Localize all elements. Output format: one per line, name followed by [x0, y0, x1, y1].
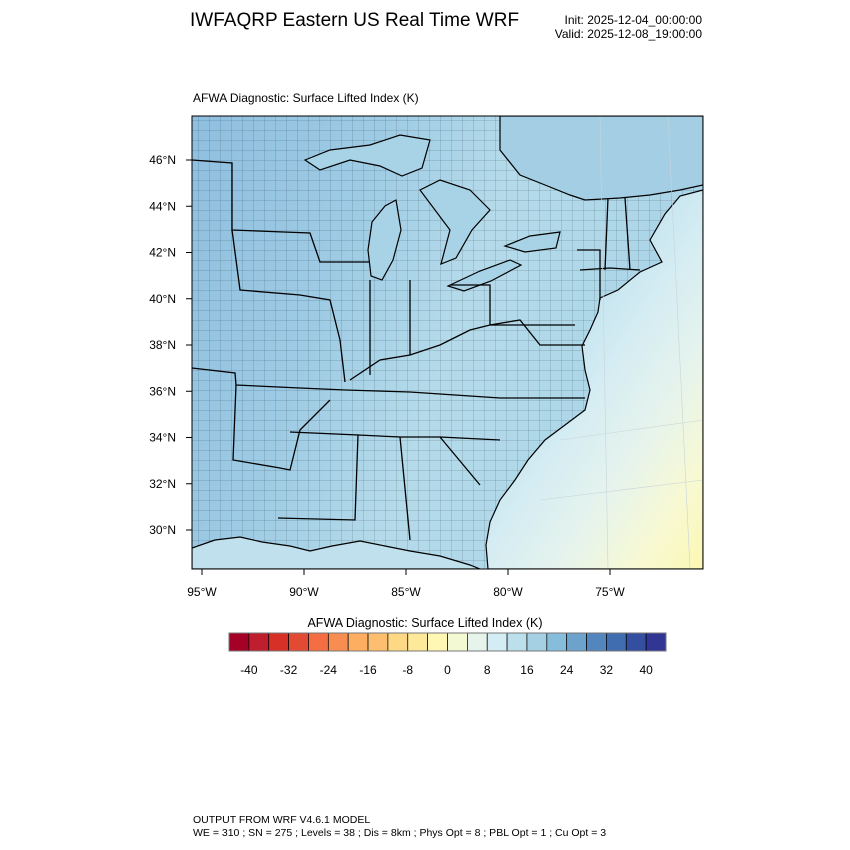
colorbar-swatch	[288, 632, 309, 652]
lon-tick-label: 85°W	[391, 585, 421, 599]
colorbar-swatch	[606, 632, 627, 652]
lake-ontario	[503, 231, 561, 253]
lat-tick-label: 34°N	[149, 431, 176, 445]
lat-tick-label: 46°N	[149, 153, 176, 167]
colorbar-tick-label: -16	[359, 663, 377, 677]
footer-model-line: OUTPUT FROM WRF V4.6.1 MODEL	[193, 814, 371, 826]
colorbar-swatch	[308, 632, 329, 652]
lat-tick-label: 32°N	[149, 477, 176, 491]
lake-erie	[446, 259, 523, 292]
latitude-axis: 46°N 44°N 42°N 40°N 38°N 36°N 34°N 32°N 30°N	[149, 153, 192, 537]
colorbar-tick-label: 16	[520, 663, 534, 677]
colorbar-swatch	[546, 632, 568, 652]
colorbar-swatch	[506, 632, 528, 652]
atlantic-ocean	[485, 189, 703, 569]
colorbar-swatch	[645, 632, 667, 652]
colorbar-tick-label: 8	[484, 663, 491, 677]
colorbar-title: AFWA Diagnostic: Surface Lifted Index (K…	[307, 616, 543, 630]
colorbar-tick-label: -40	[240, 663, 258, 677]
lon-tick-label: 90°W	[289, 585, 319, 599]
canada-region	[499, 116, 703, 201]
lon-tick-label: 75°W	[595, 585, 625, 599]
lat-tick-label: 38°N	[149, 338, 176, 352]
colorbar-swatch	[427, 632, 448, 652]
lat-tick-label: 44°N	[149, 199, 176, 213]
colorbar-tick-label: 24	[560, 663, 574, 677]
great-lakes	[303, 134, 561, 292]
colorbar-swatch	[347, 632, 369, 652]
lat-tick-label: 36°N	[149, 384, 176, 398]
colorbar-swatch	[625, 632, 647, 652]
map-frame	[191, 115, 704, 570]
colorbar-swatch	[486, 632, 508, 652]
init-time: Init: 2025-12-04_00:00:00	[564, 13, 702, 27]
colorbar-swatch	[248, 632, 270, 652]
graticule	[539, 116, 703, 569]
colorbar-frame	[228, 632, 667, 652]
gulf-of-mexico	[192, 536, 481, 569]
colorbar-swatch	[447, 632, 468, 652]
lake-huron	[419, 179, 491, 266]
colorbar-swatch	[467, 632, 488, 652]
lon-tick-label: 95°W	[187, 585, 217, 599]
map-subtitle: AFWA Diagnostic: Surface Lifted Index (K…	[193, 91, 419, 105]
colorbar-swatch	[407, 632, 428, 652]
state-borders	[192, 159, 641, 541]
colorbar-swatch	[526, 632, 548, 652]
colorbar-tick-label: -8	[402, 663, 413, 677]
colorbar-swatch	[387, 632, 409, 652]
colorbar-swatch	[268, 632, 289, 652]
colorbar-swatch	[327, 632, 349, 652]
valid-time: Valid: 2025-12-08_19:00:00	[554, 27, 702, 41]
colorbar-tick-label: -32	[280, 663, 298, 677]
lat-tick-label: 30°N	[149, 523, 176, 537]
lon-tick-label: 80°W	[493, 585, 523, 599]
longitude-axis: 95°W 90°W 85°W 80°W 75°W	[187, 569, 625, 599]
colorbar: -40 -32 -24 -16 -8 0 8 16 24 32 40	[228, 632, 667, 677]
colorbar-swatch	[586, 632, 607, 652]
colorbar-swatch	[566, 632, 587, 652]
plot-title: IWFAQRP Eastern US Real Time WRF	[190, 10, 520, 31]
colorbar-tick-label: 0	[444, 663, 451, 677]
lake-superior	[303, 134, 431, 177]
map-area	[192, 116, 703, 569]
colorbar-swatch	[367, 632, 389, 652]
colorbar-tick-label: 40	[639, 663, 653, 677]
colorbar-tick-label: 32	[600, 663, 614, 677]
lat-tick-label: 40°N	[149, 292, 176, 306]
colorbar-tick-label: -24	[320, 663, 338, 677]
lake-michigan	[367, 199, 402, 281]
lat-tick-label: 42°N	[149, 246, 176, 260]
footer-config-line: WE = 310 ; SN = 275 ; Levels = 38 ; Dis …	[193, 827, 607, 839]
colorbar-swatch	[228, 632, 250, 652]
